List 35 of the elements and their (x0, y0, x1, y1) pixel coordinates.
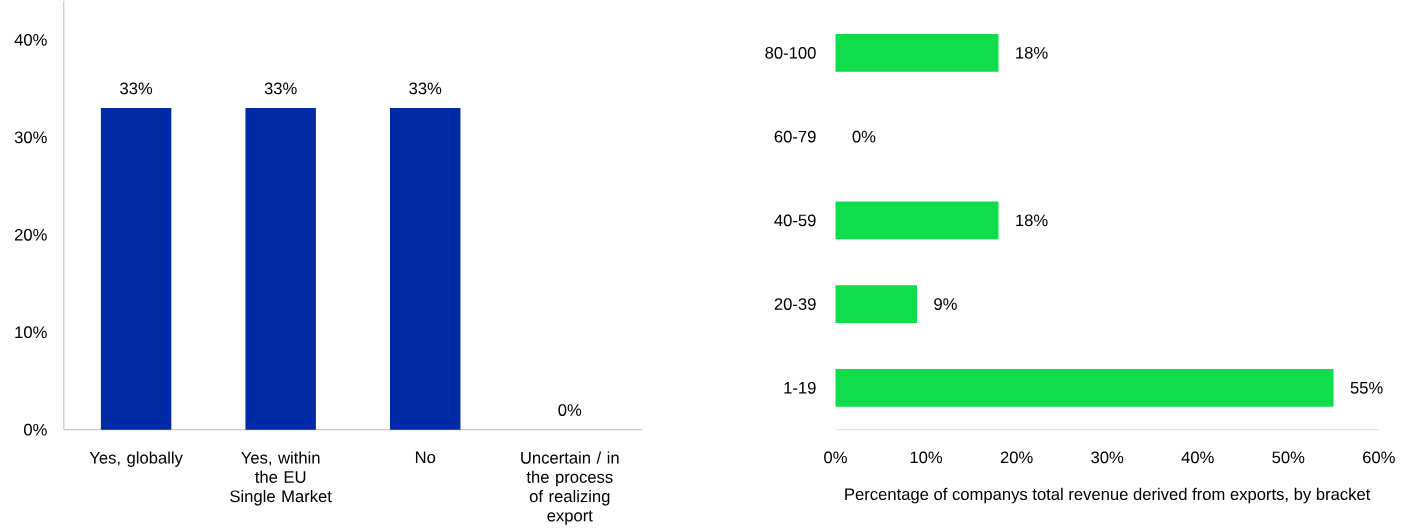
x-tick-label: Yes, globally (89, 451, 183, 467)
x-axis-title: Percentage of companys total revenue derived from exports, by bracket (845, 487, 1371, 504)
bar (835, 201, 999, 240)
y-tick-label: 0% (24, 423, 47, 436)
x-tick-label: 10% (910, 451, 943, 464)
x-tick-label: 50% (1272, 451, 1305, 464)
bar (835, 284, 917, 323)
data-label: 33% (120, 82, 153, 95)
x-tick-label: 60% (1363, 451, 1395, 464)
x-tick-label: Uncertain / in the process of realizing export (521, 451, 619, 525)
data-label: 18% (1016, 214, 1048, 227)
data-label: 0% (558, 404, 582, 416)
x-tick-label: Yes, within the EU Single Market (230, 451, 332, 506)
data-label: 9% (934, 298, 957, 310)
y-tick-label: 20% (14, 228, 47, 241)
x-tick-label: 0% (824, 451, 847, 464)
y-tick-label: 40% (14, 33, 47, 46)
y-tick-label: 30% (14, 131, 47, 144)
data-label: 0% (852, 130, 876, 143)
bar (835, 368, 1334, 407)
y-tick-label: 80-100 (765, 46, 816, 59)
y-tick-label: 1-19 (784, 381, 816, 394)
data-label: 33% (409, 82, 442, 95)
data-label: 18% (1016, 46, 1048, 59)
x-tick-label: 30% (1091, 451, 1124, 464)
y-tick-label: 10% (15, 326, 47, 338)
data-label: 55% (1350, 381, 1383, 394)
x-tick-label: 40% (1181, 451, 1214, 464)
y-tick-label: 20-39 (774, 298, 816, 310)
x-tick-label: 20% (1000, 451, 1033, 464)
bar (835, 33, 999, 72)
x-tick-label: No (415, 451, 436, 463)
y-tick-label: 40-59 (774, 214, 816, 227)
y-tick-label: 60-79 (774, 130, 816, 143)
data-label: 33% (264, 82, 297, 95)
